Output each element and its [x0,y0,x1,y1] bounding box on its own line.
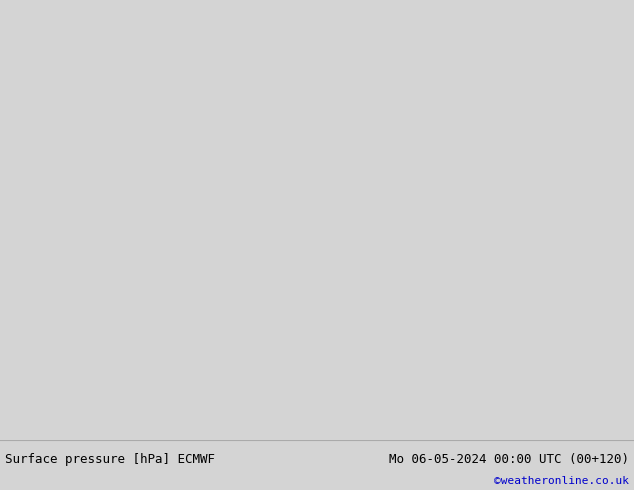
Text: Mo 06-05-2024 00:00 UTC (00+120): Mo 06-05-2024 00:00 UTC (00+120) [389,452,629,466]
Text: ©weatheronline.co.uk: ©weatheronline.co.uk [494,476,629,486]
Text: Surface pressure [hPa] ECMWF: Surface pressure [hPa] ECMWF [5,452,215,466]
